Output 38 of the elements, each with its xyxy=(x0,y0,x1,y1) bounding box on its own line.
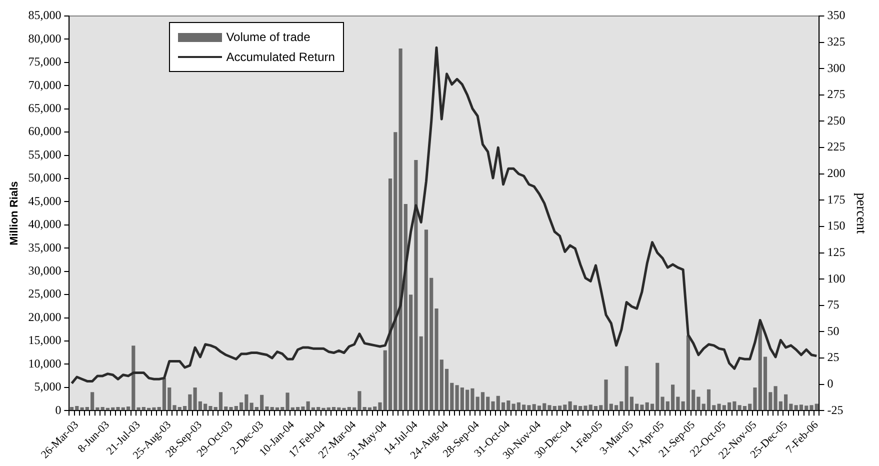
y-tick-label: 35,000 xyxy=(28,240,62,254)
y-tick-label: 40,000 xyxy=(28,217,62,232)
y2-tick-label: 325 xyxy=(827,34,846,48)
y-tick-label: 5,000 xyxy=(34,380,62,394)
y-tick-label: 45,000 xyxy=(28,194,62,208)
y-tick-label: 10,000 xyxy=(28,356,62,370)
y2-tick-label: 300 xyxy=(827,60,846,75)
y2-tick-label: 50 xyxy=(827,324,840,338)
y2-tick-label: 225 xyxy=(827,140,846,154)
y2-tick-label: 200 xyxy=(827,166,846,180)
y-tick-label: 15,000 xyxy=(28,333,62,348)
y-tick-label: 75,000 xyxy=(28,54,62,69)
y-tick-label: 85,000 xyxy=(28,8,62,22)
legend-label: Accumulated Return xyxy=(226,50,335,64)
y-tick-label: 50,000 xyxy=(28,170,62,185)
y2-tick-label: 350 xyxy=(827,8,846,22)
y-tick-label: 55,000 xyxy=(28,147,62,162)
y2-tick-label: -25 xyxy=(827,402,844,417)
y2-tick-label: 250 xyxy=(827,113,846,128)
y2-tick-label: 100 xyxy=(827,271,846,286)
y-tick-label: 25,000 xyxy=(28,286,62,301)
y-axis-title: Million Rials xyxy=(8,181,21,246)
y2-tick-label: 275 xyxy=(827,87,846,102)
y2-tick-label: 25 xyxy=(827,350,840,364)
y2-tick-label: 175 xyxy=(827,192,846,206)
y2-tick-label: 125 xyxy=(827,244,846,259)
y-tick-label: 0 xyxy=(55,402,62,417)
legend-label: Volume of trade xyxy=(226,30,310,44)
y2-tick-label: 0 xyxy=(827,376,834,391)
y-tick-label: 70,000 xyxy=(28,78,62,92)
y2-axis-title: percent xyxy=(852,192,868,234)
y-tick-label: 30,000 xyxy=(28,264,62,278)
y2-tick-label: 150 xyxy=(827,218,846,233)
y-tick-label: 20,000 xyxy=(28,310,62,324)
y-tick-label: 60,000 xyxy=(28,124,62,138)
y-tick-label: 65,000 xyxy=(28,101,62,116)
y-tick-label: 80,000 xyxy=(28,31,62,46)
y2-tick-label: 75 xyxy=(827,298,840,312)
